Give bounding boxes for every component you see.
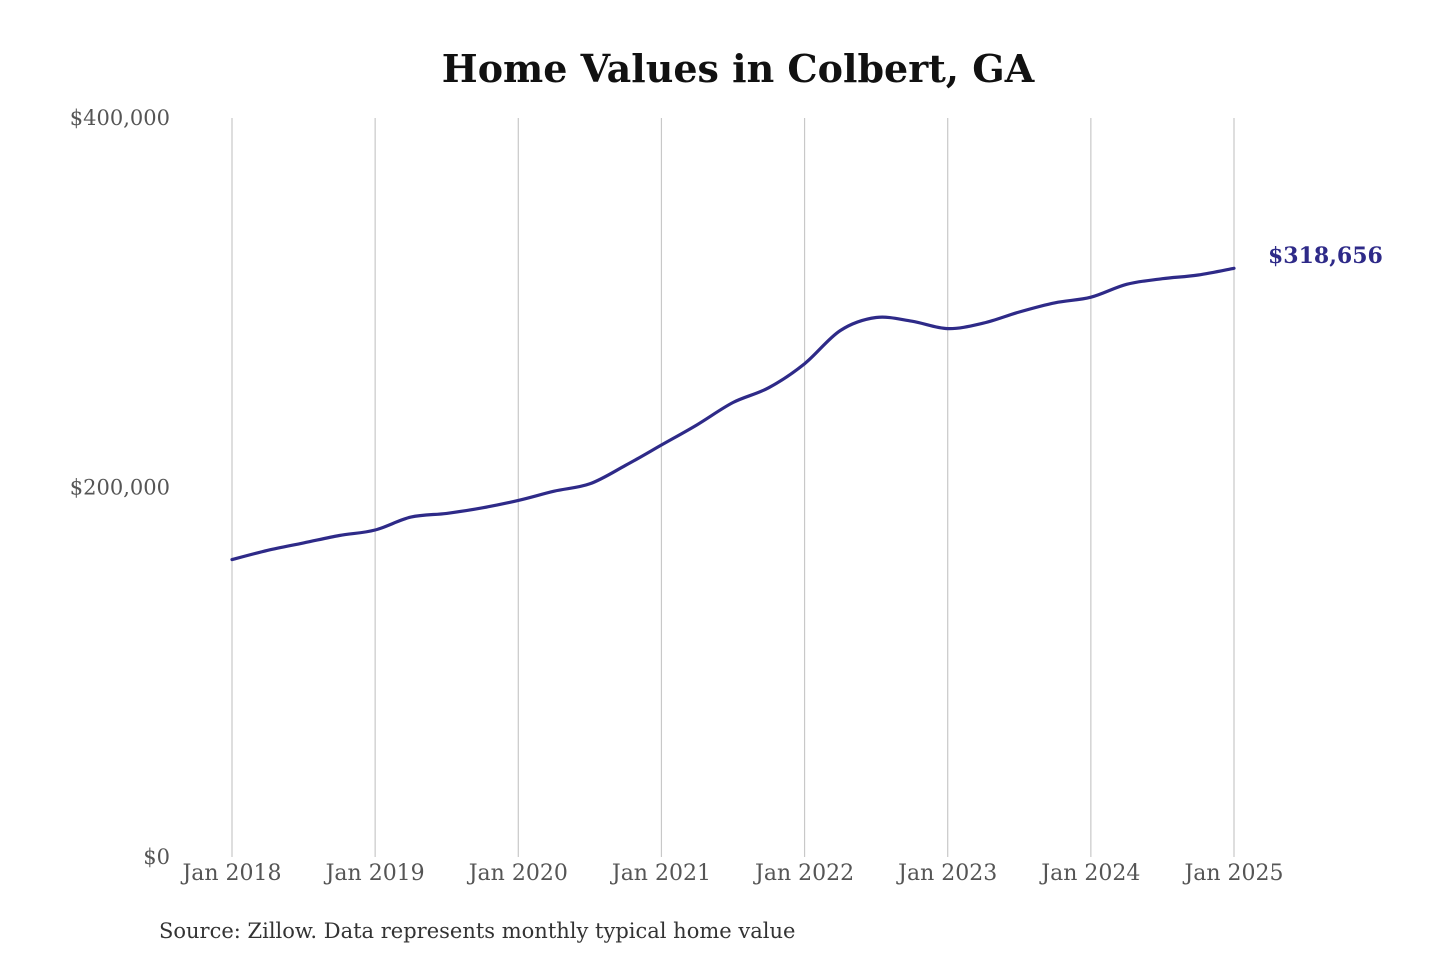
series-layer (230, 266, 1236, 562)
y-tick-label: $0 (143, 845, 170, 869)
x-tick-label: Jan 2019 (324, 861, 425, 886)
x-tick-label: Jan 2023 (896, 861, 997, 886)
chart-title: Home Values in Colbert, GA (442, 46, 1035, 91)
source-note: Source: Zillow. Data represents monthly … (159, 919, 795, 943)
x-tick-label: Jan 2024 (1039, 861, 1140, 886)
x-axis-ticks: Jan 2018 Jan 2019 Jan 2020 Jan 2021 Jan 2022… (180, 861, 1283, 886)
y-axis-ticks: $0 $200,000 $400,000 (70, 106, 170, 869)
x-tick-label: Jan 2021 (610, 861, 711, 886)
series-line-0 (230, 266, 1236, 562)
x-tick-label: Jan 2022 (753, 861, 854, 886)
y-tick-label: $400,000 (70, 106, 170, 130)
end-value-label: $318,656 (1268, 243, 1383, 269)
gridlines (231, 118, 1235, 857)
x-tick-label: Jan 2018 (180, 861, 281, 886)
y-tick-label: $200,000 (70, 476, 170, 500)
x-tick-label: Jan 2025 (1182, 861, 1283, 886)
x-tick-label: Jan 2020 (467, 861, 568, 886)
